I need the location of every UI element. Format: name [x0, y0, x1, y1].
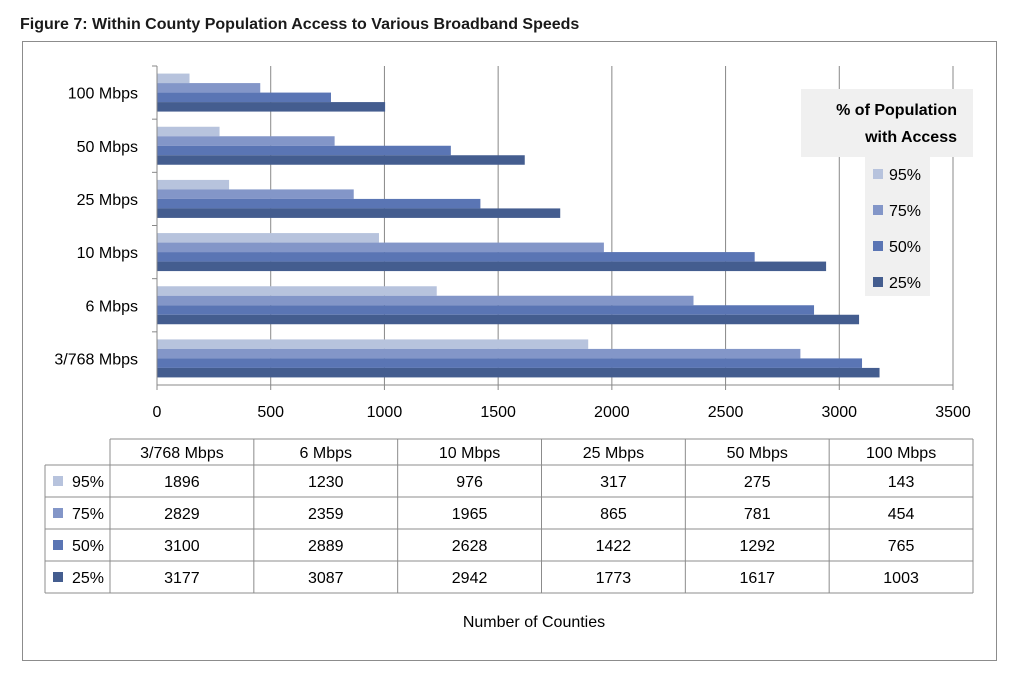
legend: % of Population with Access 95% 75% 50% 25%	[801, 89, 973, 296]
table-cell: 2829	[164, 506, 200, 523]
x-tick-label: 500	[257, 404, 284, 421]
table-col-header: 100 Mbps	[866, 445, 936, 462]
bar	[157, 339, 589, 349]
table-row-swatch	[53, 540, 63, 550]
bar	[157, 155, 525, 165]
table-row-header: 75%	[72, 506, 104, 523]
table-cell: 1292	[739, 538, 775, 555]
data-table: 3/768 Mbps 6 Mbps 10 Mbps 25 Mbps 50 Mbps 100…	[44, 438, 974, 594]
grid-lines	[270, 66, 954, 385]
y-tick-label: 100 Mbps	[68, 86, 138, 103]
legend-label: 25%	[889, 275, 921, 292]
table-cell: 781	[744, 506, 771, 523]
y-tick-label: 25 Mbps	[77, 192, 138, 209]
table-row-swatch	[53, 508, 63, 518]
bar	[157, 314, 860, 325]
x-tick-label: 2500	[708, 404, 744, 421]
bar	[157, 305, 815, 315]
legend-swatch	[873, 169, 883, 179]
x-tick-label: 1500	[480, 404, 516, 421]
table-col-header: 10 Mbps	[439, 445, 500, 462]
table-cell: 1003	[883, 570, 919, 587]
bar	[157, 252, 755, 262]
legend-title-box	[801, 89, 973, 157]
table-cell: 143	[888, 474, 915, 491]
table-cell: 1965	[452, 506, 488, 523]
table-cell: 275	[744, 474, 771, 491]
bar	[157, 208, 561, 218]
table-cell: 1422	[596, 538, 632, 555]
chart-frame	[22, 41, 997, 661]
bar	[157, 136, 335, 146]
table-cell: 317	[600, 474, 627, 491]
y-tick-label: 10 Mbps	[77, 245, 138, 262]
bar	[157, 189, 354, 199]
bar	[157, 198, 481, 209]
x-tick-label: 3500	[935, 404, 971, 421]
table-cell: 2628	[452, 538, 488, 555]
legend-box	[865, 157, 930, 296]
legend-title: % of Population	[836, 102, 957, 119]
table-cell: 865	[600, 506, 627, 523]
legend-label: 75%	[889, 203, 921, 220]
x-tick-label: 2000	[594, 404, 630, 421]
bar	[157, 83, 261, 93]
bar	[157, 233, 379, 243]
bar	[157, 102, 386, 112]
table-cell: 1230	[308, 474, 344, 491]
bar	[157, 348, 801, 359]
x-tick-label: 3000	[821, 404, 857, 421]
table-row-header: 25%	[72, 570, 104, 587]
table-row-swatch	[53, 572, 63, 582]
bar	[157, 242, 604, 253]
table-col-header: 3/768 Mbps	[140, 445, 224, 462]
table-cell: 1617	[739, 570, 775, 587]
bar	[157, 295, 694, 306]
bar	[157, 126, 220, 137]
table-cell: 2889	[308, 538, 344, 555]
x-tick-label: 1000	[367, 404, 403, 421]
table-col-header: 25 Mbps	[583, 445, 644, 462]
table-cell: 2359	[308, 506, 344, 523]
bar	[157, 261, 827, 272]
table-cell: 1896	[164, 474, 200, 491]
bar	[157, 179, 230, 190]
table-cell: 976	[456, 474, 483, 491]
table-cell: 765	[888, 538, 915, 555]
legend-swatch	[873, 205, 883, 215]
legend-label: 95%	[889, 167, 921, 184]
bar	[157, 286, 437, 296]
table-cell: 2942	[452, 570, 488, 587]
y-tick-label: 50 Mbps	[77, 139, 138, 156]
table-cell: 3100	[164, 538, 200, 555]
table-cell: 1773	[596, 570, 632, 587]
legend-label: 50%	[889, 239, 921, 256]
bar	[157, 367, 880, 378]
bars	[157, 73, 880, 378]
table-col-header: 50 Mbps	[727, 445, 788, 462]
x-tick-label: 0	[153, 404, 162, 421]
table-col-header: 6 Mbps	[300, 445, 352, 462]
bar	[157, 145, 451, 156]
y-tick-label: 6 Mbps	[86, 298, 138, 315]
bar	[157, 73, 190, 84]
bar	[157, 92, 331, 103]
table-cell: 454	[888, 506, 915, 523]
table-row-header: 95%	[72, 474, 104, 491]
axes: 0 500 1000 1500 2000 2500 3000 3500 3/768 Mbps 6 …	[54, 65, 971, 631]
figure-title: Figure 7: Within County Population Acces…	[20, 16, 580, 33]
legend-title: with Access	[864, 129, 957, 146]
legend-swatch	[873, 241, 883, 251]
table-cell: 3177	[164, 570, 200, 587]
table-row-header: 50%	[72, 538, 104, 555]
y-tick-label: 3/768 Mbps	[54, 351, 138, 368]
legend-swatch	[873, 277, 883, 287]
table-cell: 3087	[308, 570, 344, 587]
bar	[157, 358, 863, 368]
x-axis-title: Number of Counties	[463, 614, 605, 631]
table-row-swatch	[53, 476, 63, 486]
